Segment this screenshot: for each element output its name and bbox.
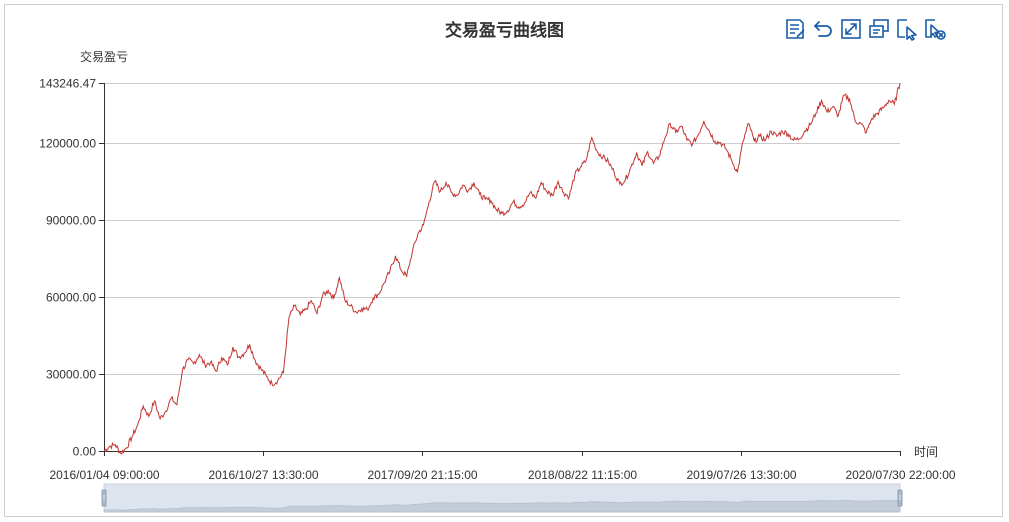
x-axis-name: 时间 <box>914 445 938 459</box>
y-axis: 0.00 30000.00 60000.00 90000.00 120000.00 143… <box>39 77 105 459</box>
zoom-reset-icon <box>925 19 946 40</box>
chart-title: 交易盈亏曲线图 <box>445 21 564 41</box>
y-tick-label: 120000.00 <box>39 137 96 151</box>
x-tick-label: 2019/07/26 13:30:00 <box>686 468 796 482</box>
select-zoom-icon <box>897 19 917 41</box>
y-tick-label: 143246.47 <box>39 77 96 91</box>
x-tick-label: 2017/09/20 21:15:00 <box>367 468 477 482</box>
datazoom-preview <box>103 499 901 513</box>
data-view-icon <box>786 19 805 39</box>
y-tick-label: 0.00 <box>73 445 97 459</box>
save-image-icon <box>869 19 889 38</box>
x-axis: 2016/01/04 09:00:00 2016/10/27 13:30:00 20… <box>49 445 955 482</box>
datazoom-handle-grip[interactable] <box>897 489 903 507</box>
data-view-button[interactable] <box>783 17 807 41</box>
y-axis-name: 交易盈亏 <box>80 50 129 64</box>
restore-button[interactable] <box>811 17 835 41</box>
series-line-pnl <box>103 82 901 455</box>
save-image-button[interactable] <box>867 17 891 41</box>
grid-lines <box>104 83 900 375</box>
datazoom-slider[interactable] <box>101 483 903 513</box>
datazoom-handle-grip[interactable] <box>101 489 107 507</box>
datazoom-handle-left[interactable] <box>101 489 107 507</box>
x-tick-label: 2018/08/22 11:15:00 <box>528 468 638 482</box>
chart-frame <box>4 4 1003 517</box>
y-tick-label: 60000.00 <box>46 291 96 305</box>
y-tick-label: 30000.00 <box>46 368 96 382</box>
y-tick-label: 90000.00 <box>46 214 96 228</box>
select-zoom-button[interactable] <box>895 17 919 41</box>
x-tick-label: 2016/10/27 13:30:00 <box>208 468 318 482</box>
restore-icon <box>814 21 832 37</box>
x-tick-label: 2016/01/04 09:00:00 <box>49 468 159 482</box>
zoom-area-button[interactable] <box>839 17 863 41</box>
zoom-reset-button[interactable] <box>923 17 947 41</box>
x-tick-label: 2020/07/30 22:00:00 <box>845 468 955 482</box>
zoom-area-icon <box>841 19 861 39</box>
datazoom-handle-right[interactable] <box>897 489 903 507</box>
